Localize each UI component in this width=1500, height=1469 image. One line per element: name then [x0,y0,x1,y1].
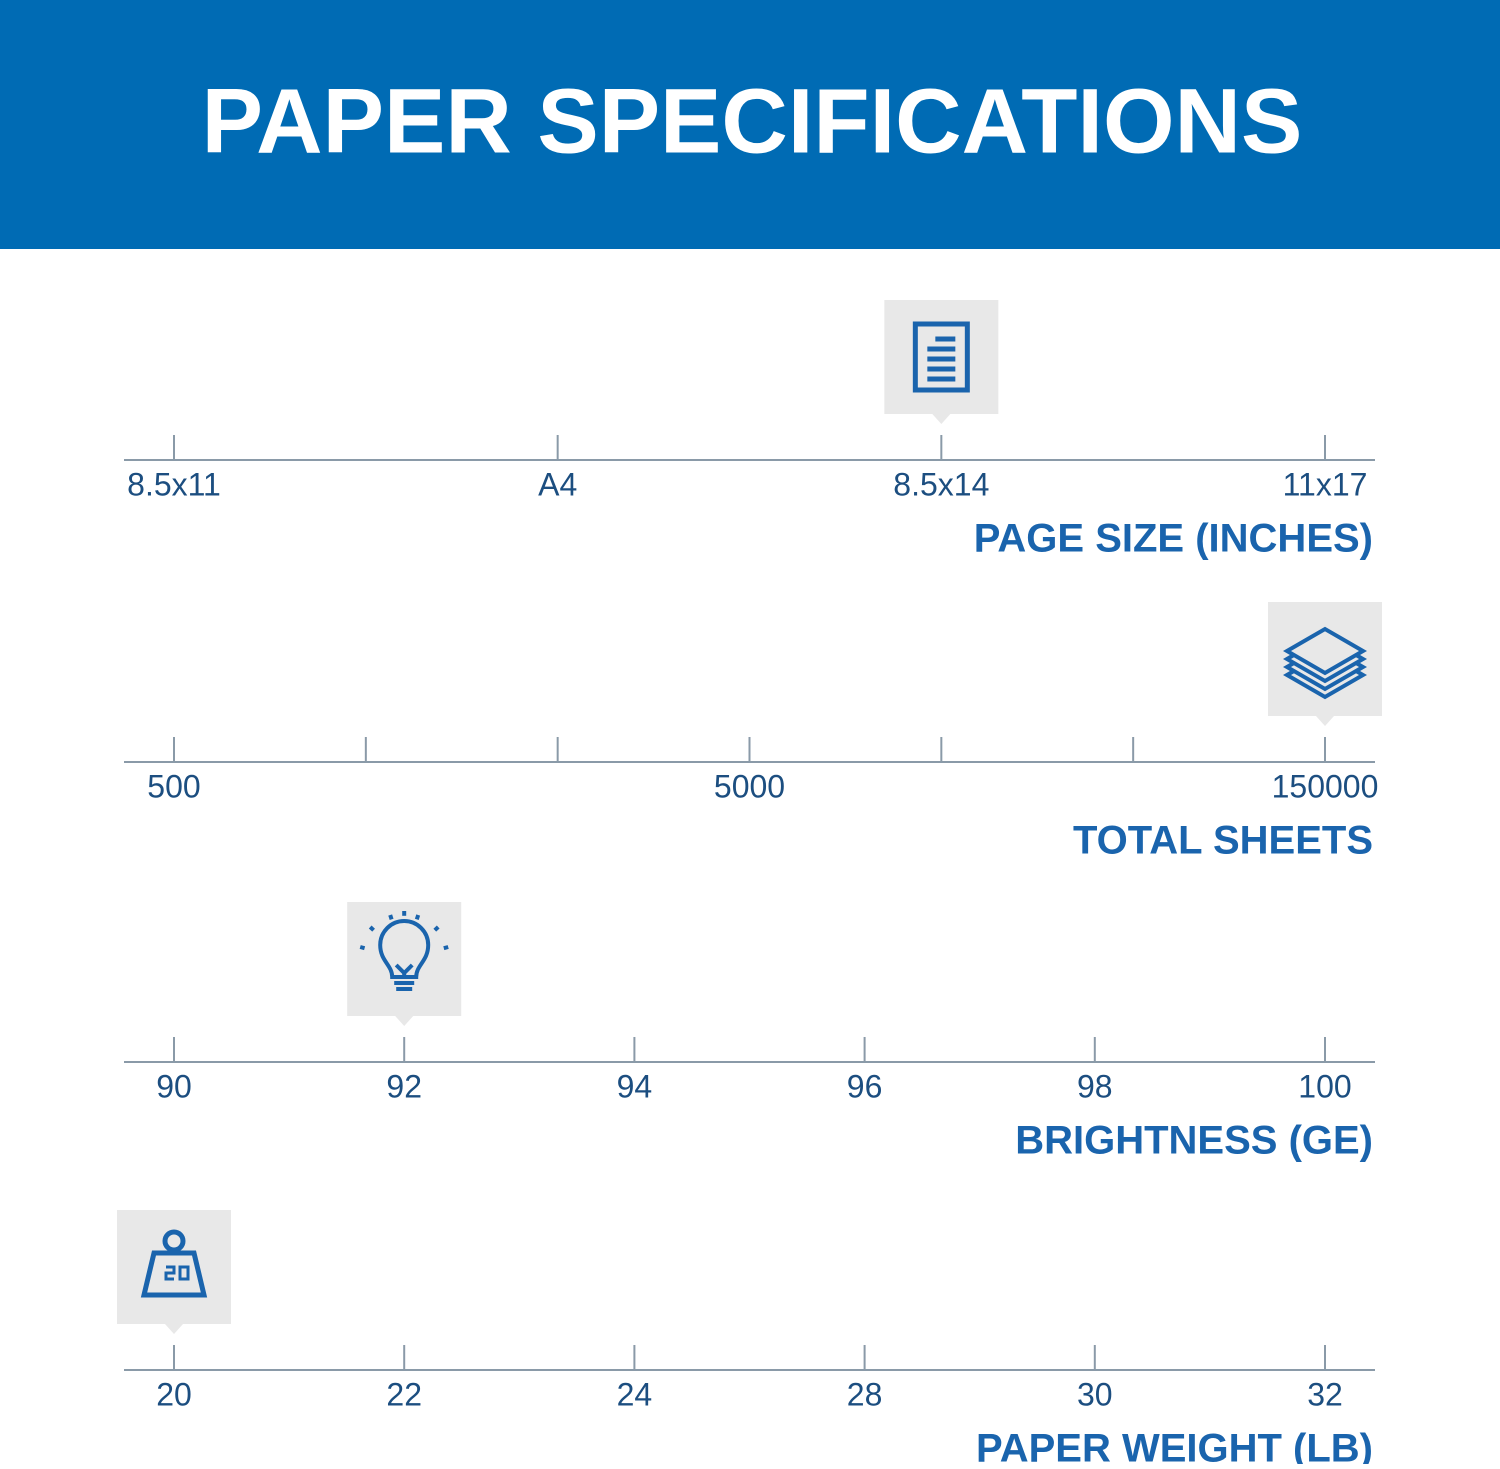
scale-title: BRIGHTNESS (GE) [1015,1119,1373,1163]
tick-label: 32 [1307,1376,1343,1412]
icon-part [394,963,415,991]
icon-part [162,1229,186,1253]
scale-title: PAGE SIZE (INCHES) [974,517,1373,561]
tick-label: 22 [386,1376,422,1412]
tick-label: 30 [1077,1376,1113,1412]
scale-title: PAPER WEIGHT (LB) [976,1427,1373,1464]
tick-label: 90 [156,1068,192,1104]
tick-label: 100 [1298,1068,1351,1104]
tick-label: 20 [156,1376,192,1412]
tick-label: A4 [538,466,577,502]
tick-label: 5000 [714,768,785,804]
icon-part [359,945,366,951]
tick-label: 11x17 [1283,466,1368,502]
tick-label: 24 [617,1376,653,1412]
marker [347,902,462,1026]
tick-label: 8.5x11 [127,466,221,502]
marker [884,300,999,424]
icon-part [164,1265,190,1281]
marker-pointer [165,1324,183,1334]
icon [359,911,449,991]
marker [1268,602,1382,726]
icon-part [140,1250,208,1298]
marker-pointer [395,1016,414,1026]
icon-part [414,914,421,921]
icon [912,321,970,393]
icon-part [912,321,970,393]
tick-label: 28 [847,1376,883,1412]
tick-label: 94 [617,1068,653,1104]
icon-part [378,919,431,979]
marker-pointer [932,414,951,424]
scale-title: TOTAL SHEETS [1073,819,1373,863]
marker [117,1210,231,1334]
tick-label: 98 [1077,1068,1113,1104]
icon [1283,626,1367,700]
icon-part [388,914,394,921]
header-title: PAPER SPECIFICATIONS [202,70,1303,172]
tick-label: 150000 [1272,768,1379,804]
icon-part [1283,626,1367,676]
marker-pointer [1316,716,1334,726]
tick-label: 92 [386,1068,422,1104]
icon-part [368,925,375,932]
icon [140,1229,208,1298]
tick-label: 500 [147,768,200,804]
icon-part [443,945,449,951]
tick-label: 96 [847,1068,883,1104]
icon-part [433,925,440,932]
tick-label: 8.5x14 [893,466,989,502]
header-band [0,0,1500,249]
